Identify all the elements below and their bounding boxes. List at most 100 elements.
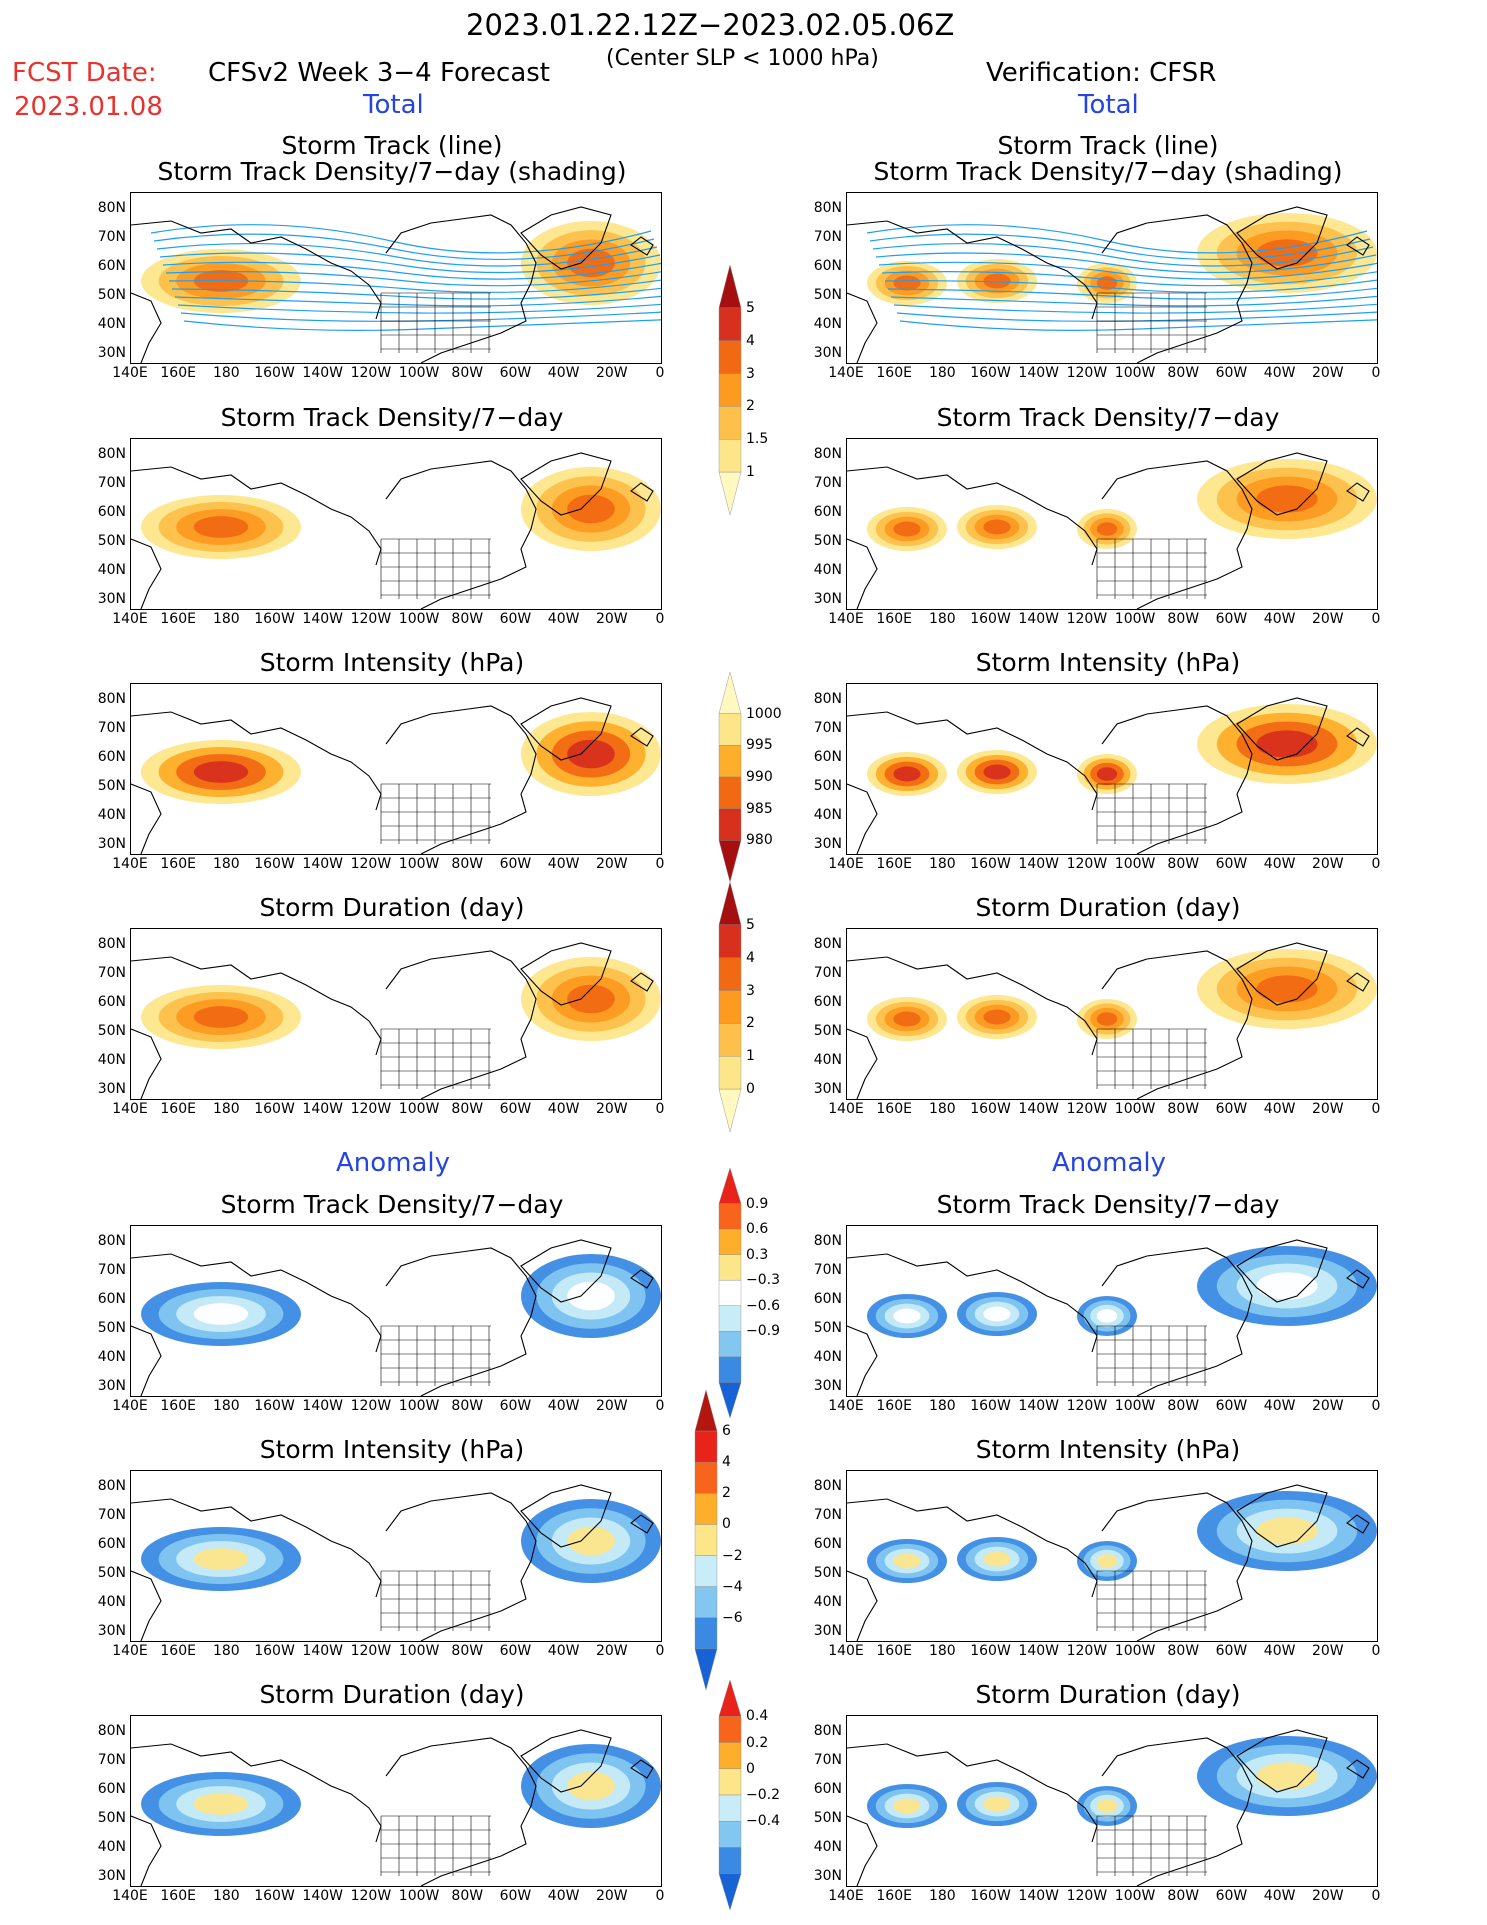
shading-blob [1096,522,1118,536]
lon-tick-label: 140E [112,1888,148,1904]
lon-tick-label: 60W [1215,1643,1248,1659]
lon-tick-label: 100W [398,1888,440,1904]
lon-tick-label: 0 [1371,1398,1381,1414]
lon-tick-label: 100W [398,1398,440,1414]
coastline [1101,460,1253,609]
lon-tick-label: 140E [112,611,148,627]
lat-tick-label: 40N [97,316,126,332]
lat-tick-label: 80N [97,1233,126,1249]
storm-track-line [150,224,652,254]
shading-blob [193,1303,249,1325]
colorbar-segment [718,1821,742,1848]
storm-track-line [153,233,655,261]
colorbar-label: −0.3 [746,1272,780,1289]
colorbar-label: −0.6 [746,1297,780,1314]
lon-tick-label: 80W [451,856,484,872]
lon-tick-label: 180 [212,611,240,627]
lat-tick-label: 80N [813,936,842,952]
colorbar-segment [718,1742,742,1769]
shading-blob [893,1553,921,1569]
colorbar-intensity_total [718,671,742,883]
title-l4: Storm Duration (day) [259,893,525,922]
lon-tick-label: 180 [928,1643,956,1659]
coastline [131,1028,162,1099]
lat-tick-label: 60N [97,258,126,274]
lon-tick-label: 40W [547,365,580,381]
lat-tick-label: 50N [97,533,126,549]
coastline [1101,705,1253,854]
lon-tick-label: 60W [499,1643,532,1659]
lat-tick-label: 40N [813,316,842,332]
colorbar-segment [694,1524,718,1556]
coastline [131,1743,382,1843]
lon-tick-label: 100W [398,856,440,872]
shading-blob [1256,239,1318,267]
title-l3: Storm Intensity (hPa) [259,648,525,677]
coastline [520,942,612,1006]
shading-blob [1096,1012,1118,1026]
colorbar-density_total [718,264,742,516]
lon-tick-label: 140E [828,365,864,381]
lat-tick-label: 30N [813,345,842,361]
total-label-right: Total [1078,90,1139,120]
colorbar-segment [718,1305,742,1332]
map-plot-left-row6 [131,1484,661,1641]
coastline [847,1498,1098,1598]
lat-tick-label: 60N [813,1536,842,1552]
lat-tick-label: 50N [97,287,126,303]
shading-blob [193,516,249,538]
shading-blob [1096,767,1118,781]
lon-tick-label: 160W [970,856,1011,872]
colorbar-label: 0.4 [746,1708,769,1725]
lat-tick-label: 30N [813,1623,842,1639]
lat-tick-label: 40N [97,1349,126,1365]
coastline [847,466,1098,566]
lat-tick-label: 60N [813,1291,842,1307]
lat-tick-label: 70N [813,965,842,981]
colorbar-label: 4 [746,332,755,349]
lat-tick-label: 60N [813,1781,842,1797]
lon-tick-label: 140W [1018,365,1059,381]
lon-tick-label: 40W [1263,365,1296,381]
lon-tick-label: 80W [451,611,484,627]
coastline [847,711,1098,811]
lon-tick-label: 100W [1114,1888,1156,1904]
storm-track-line [159,252,661,274]
lat-tick-label: 30N [813,591,842,607]
lon-tick-label: 80W [1167,611,1200,627]
coastline [520,1729,612,1793]
lon-tick-label: 160E [160,1888,196,1904]
storm-track-line [872,242,1374,267]
coastline [131,538,162,609]
lon-tick-label: 40W [1263,856,1296,872]
lon-tick-label: 120W [1066,1398,1108,1414]
title-l1a: Storm Track (line) [281,131,503,160]
lon-tick-label: 40W [547,1888,580,1904]
colorbar-segment [718,1873,742,1911]
colorbar-segment [718,1331,742,1358]
lat-tick-label: 40N [813,562,842,578]
colorbar-segment [718,881,742,926]
lon-tick-label: 20W [595,856,628,872]
storm-track-line [177,303,661,314]
lon-tick-label: 160W [970,1398,1011,1414]
shading-blob [567,494,615,524]
lat-tick-label: 70N [97,229,126,245]
colorbar-label: 2 [722,1485,731,1502]
map-plot-left-row2 [131,452,661,609]
lon-tick-label: 20W [595,1888,628,1904]
lat-tick-label: 60N [97,749,126,765]
lon-tick-label: 160W [254,1643,295,1659]
colorbar-segment [718,264,742,309]
lon-tick-label: 80W [1167,1398,1200,1414]
title-r2: Storm Track Density/7−day [936,403,1280,432]
map-plot-left-row1 [131,206,661,363]
colorbar-segment [694,1617,718,1650]
shading-blob [983,1551,1011,1567]
lat-tick-label: 60N [813,258,842,274]
lat-tick-label: 50N [97,1810,126,1826]
lon-tick-label: 60W [499,611,532,627]
lat-tick-label: 50N [97,1565,126,1581]
colorbar-label: 980 [746,832,773,849]
colorbar-label: −0.2 [746,1787,780,1803]
